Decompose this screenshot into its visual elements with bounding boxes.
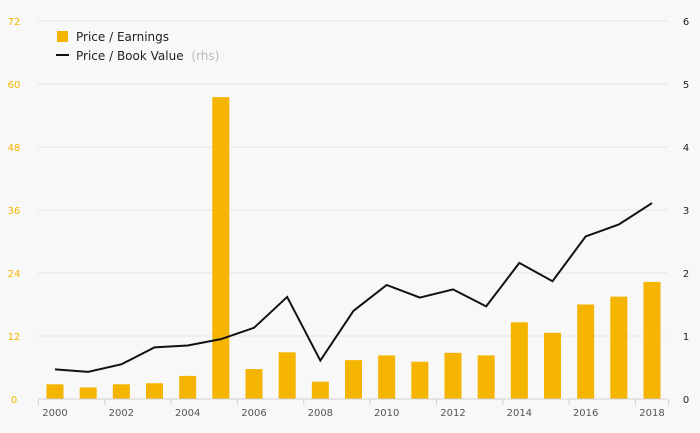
- legend-swatch-price-earnings: [57, 31, 68, 42]
- right-axis-tick-label: 1: [683, 332, 689, 343]
- legend-label-price-book: Price / Book Value (rhs): [76, 49, 219, 63]
- legend-label-price-book-note: (rhs): [191, 49, 219, 63]
- bar-price-earnings: [311, 381, 329, 399]
- line-series: [54, 202, 653, 373]
- right-axis-tick-label: 3: [683, 206, 689, 217]
- left-axis-tick-label: 24: [8, 269, 21, 280]
- bar-price-earnings: [179, 375, 197, 399]
- left-axis-tick-label: 72: [8, 17, 21, 28]
- x-axis-tick-label: 2014: [507, 408, 532, 419]
- legend: Price / Earnings Price / Book Value (rhs…: [56, 30, 219, 63]
- x-axis-tick-label: 2004: [175, 408, 200, 419]
- gridlines: [38, 20, 667, 337]
- right-axis-tick-label: 4: [683, 143, 689, 154]
- bar-price-earnings: [510, 322, 528, 399]
- x-axis-tick-label: 2008: [308, 408, 333, 419]
- x-axis-tick-label: 2010: [374, 408, 399, 419]
- bar-price-earnings: [477, 355, 495, 399]
- bar-price-earnings: [146, 383, 163, 399]
- x-axis-tick-label: 2000: [42, 408, 67, 419]
- bar-price-earnings: [444, 352, 462, 399]
- left-axis-tick-label: 48: [8, 143, 21, 154]
- bar-price-earnings: [378, 355, 396, 399]
- right-axis-tick-label: 0: [683, 395, 689, 406]
- bar-price-earnings: [79, 387, 97, 399]
- bar-price-earnings: [46, 384, 64, 399]
- bar-series: [46, 97, 661, 399]
- x-axis-tick-label: 2012: [440, 408, 465, 419]
- right-axis-tick-label: 2: [683, 269, 689, 280]
- bar-price-earnings: [245, 369, 263, 399]
- bar-price-earnings: [411, 361, 429, 399]
- left-axis-tick-label: 60: [8, 80, 21, 91]
- bar-price-earnings: [544, 332, 561, 399]
- bar-price-earnings: [278, 352, 296, 399]
- left-axis-tick-label: 12: [8, 332, 21, 343]
- legend-label-price-earnings: Price / Earnings: [76, 30, 169, 44]
- bar-price-earnings: [212, 97, 230, 399]
- left-axis-tick-label: 0: [11, 395, 17, 406]
- bar-price-earnings: [610, 296, 628, 399]
- right-axis-tick-label: 5: [683, 80, 689, 91]
- line-price-book-value: [54, 202, 653, 373]
- bar-price-earnings: [345, 360, 362, 399]
- x-axis-tick-label: 2016: [573, 408, 598, 419]
- bar-price-earnings: [643, 281, 661, 399]
- x-axis-tick-label: 2002: [109, 408, 134, 419]
- left-axis-tick-label: 36: [8, 206, 21, 217]
- x-axis-tick-label: 2006: [241, 408, 266, 419]
- bar-price-earnings: [577, 304, 595, 399]
- legend-label-price-book-name: Price / Book Value: [76, 49, 184, 63]
- x-axis-tick-label: 2018: [639, 408, 664, 419]
- bar-price-earnings: [112, 384, 130, 399]
- right-axis-tick-label: 6: [683, 17, 689, 28]
